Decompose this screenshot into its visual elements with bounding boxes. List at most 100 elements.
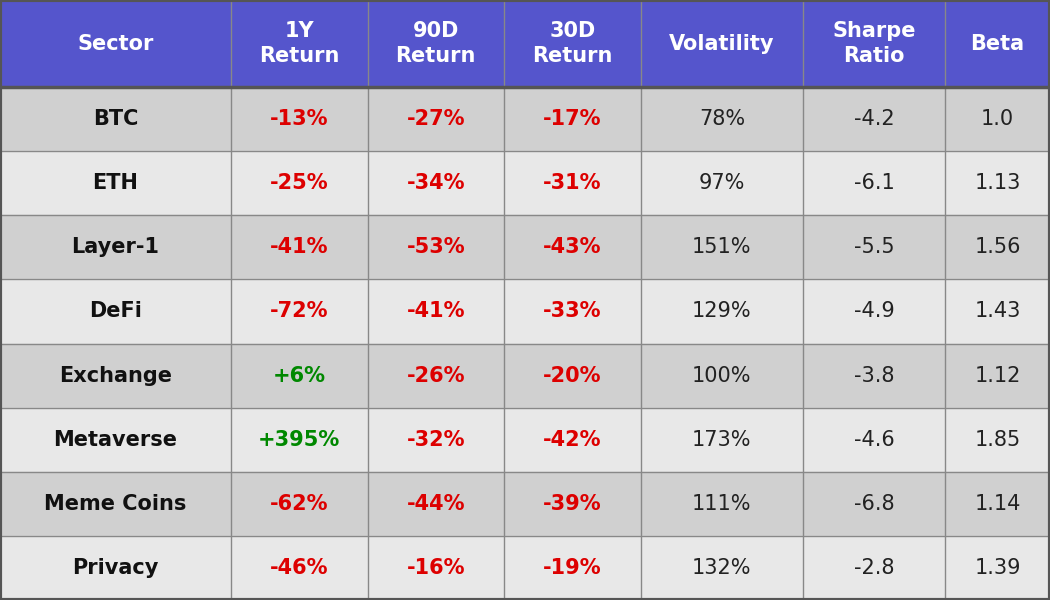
Bar	[945, 151, 1050, 215]
Text: BTC: BTC	[92, 109, 139, 129]
Text: 1.43: 1.43	[974, 301, 1021, 322]
Bar	[0, 280, 231, 343]
Bar	[504, 280, 640, 343]
Text: 111%: 111%	[692, 494, 752, 514]
Text: ETH: ETH	[92, 173, 139, 193]
Text: 1.0: 1.0	[981, 109, 1014, 129]
Bar	[231, 280, 368, 343]
Bar	[803, 536, 945, 600]
Text: -42%: -42%	[543, 430, 602, 449]
Text: 132%: 132%	[692, 558, 752, 578]
Text: -41%: -41%	[270, 238, 329, 257]
Text: Beta: Beta	[970, 34, 1025, 53]
Bar	[640, 215, 803, 280]
Bar	[640, 407, 803, 472]
Bar	[504, 343, 640, 407]
Text: -5.5: -5.5	[854, 238, 895, 257]
Text: -13%: -13%	[270, 109, 329, 129]
Text: 90D
Return: 90D Return	[396, 21, 476, 66]
Text: -32%: -32%	[406, 430, 465, 449]
Text: 1.14: 1.14	[974, 494, 1021, 514]
Text: 1Y
Return: 1Y Return	[259, 21, 339, 66]
Bar	[231, 151, 368, 215]
Text: Layer-1: Layer-1	[71, 238, 160, 257]
Text: +395%: +395%	[258, 430, 340, 449]
Text: -6.8: -6.8	[854, 494, 895, 514]
Bar	[803, 0, 945, 87]
Bar	[0, 151, 231, 215]
Text: -17%: -17%	[543, 109, 602, 129]
Bar	[368, 343, 504, 407]
Bar	[0, 0, 231, 87]
Bar	[803, 407, 945, 472]
Bar	[640, 343, 803, 407]
Text: 173%: 173%	[692, 430, 752, 449]
Text: -44%: -44%	[406, 494, 465, 514]
Text: -53%: -53%	[406, 238, 465, 257]
Bar	[803, 87, 945, 151]
Bar	[803, 472, 945, 536]
Bar	[640, 151, 803, 215]
Bar	[368, 472, 504, 536]
Bar	[368, 151, 504, 215]
Bar	[504, 472, 640, 536]
Text: 78%: 78%	[699, 109, 744, 129]
Text: Sector: Sector	[78, 34, 153, 53]
Bar	[0, 215, 231, 280]
Text: 151%: 151%	[692, 238, 752, 257]
Text: -46%: -46%	[270, 558, 329, 578]
Text: -6.1: -6.1	[854, 173, 895, 193]
Bar	[504, 407, 640, 472]
Bar	[368, 0, 504, 87]
Bar	[231, 0, 368, 87]
Text: +6%: +6%	[273, 365, 326, 386]
Bar	[0, 472, 231, 536]
Bar	[640, 280, 803, 343]
Bar	[504, 87, 640, 151]
Text: -4.6: -4.6	[854, 430, 895, 449]
Text: 1.85: 1.85	[974, 430, 1021, 449]
Bar	[640, 472, 803, 536]
Text: -3.8: -3.8	[854, 365, 895, 386]
Text: -4.2: -4.2	[854, 109, 895, 129]
Text: 100%: 100%	[692, 365, 752, 386]
Bar	[945, 407, 1050, 472]
Bar	[368, 87, 504, 151]
Text: 1.13: 1.13	[974, 173, 1021, 193]
Bar	[803, 151, 945, 215]
Text: -19%: -19%	[543, 558, 602, 578]
Text: Exchange: Exchange	[59, 365, 172, 386]
Bar	[803, 280, 945, 343]
Text: 1.12: 1.12	[974, 365, 1021, 386]
Text: Metaverse: Metaverse	[54, 430, 177, 449]
Bar	[231, 215, 368, 280]
Bar	[945, 343, 1050, 407]
Text: -33%: -33%	[543, 301, 602, 322]
Text: -26%: -26%	[406, 365, 465, 386]
Bar	[504, 0, 640, 87]
Text: Privacy: Privacy	[72, 558, 159, 578]
Bar	[504, 536, 640, 600]
Bar	[945, 536, 1050, 600]
Bar	[945, 87, 1050, 151]
Bar	[231, 407, 368, 472]
Text: 1.56: 1.56	[974, 238, 1021, 257]
Bar	[231, 87, 368, 151]
Bar	[368, 536, 504, 600]
Text: -34%: -34%	[406, 173, 465, 193]
Text: -2.8: -2.8	[854, 558, 895, 578]
Text: Volatility: Volatility	[669, 34, 775, 53]
Bar	[945, 472, 1050, 536]
Bar	[803, 215, 945, 280]
Bar	[945, 0, 1050, 87]
Text: -25%: -25%	[270, 173, 329, 193]
Bar	[0, 407, 231, 472]
Text: -27%: -27%	[406, 109, 465, 129]
Text: 1.39: 1.39	[974, 558, 1021, 578]
Bar	[368, 280, 504, 343]
Bar	[231, 536, 368, 600]
Bar	[0, 87, 231, 151]
Bar	[368, 407, 504, 472]
Bar	[640, 0, 803, 87]
Bar	[368, 215, 504, 280]
